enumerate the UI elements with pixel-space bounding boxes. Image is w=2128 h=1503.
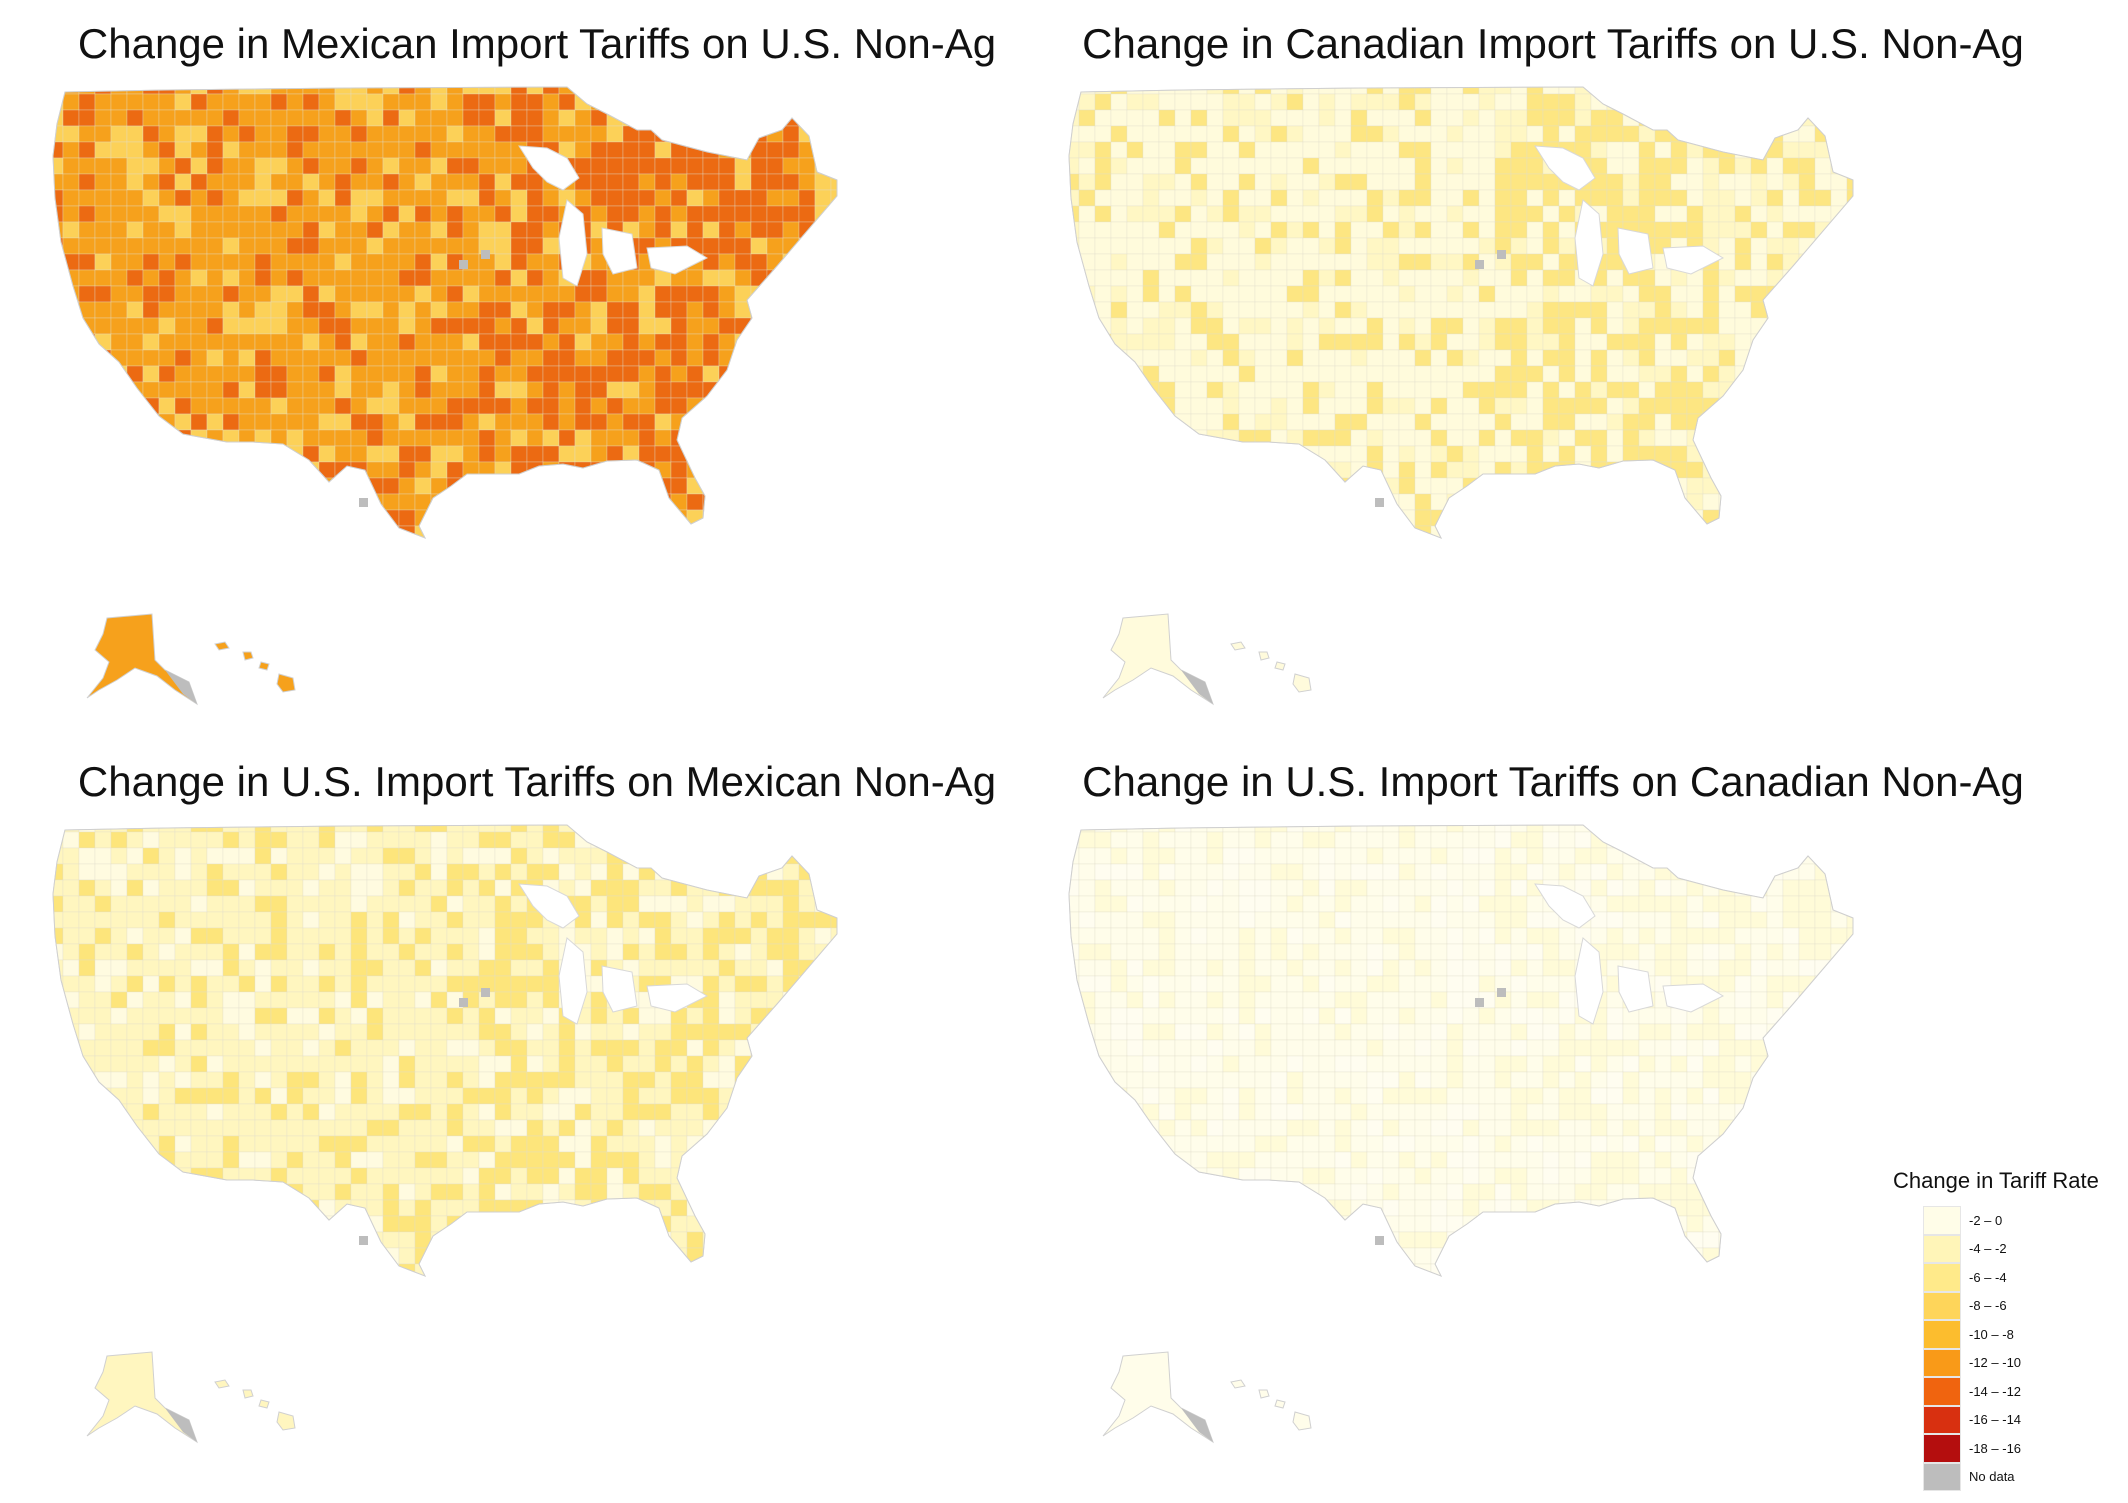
legend-item: -10 – -8 xyxy=(1923,1320,2021,1349)
map-panel-us-tariffs-canadian: Change in U.S. Import Tariffs on Canadia… xyxy=(1048,758,2058,1478)
legend-item: -14 – -12 xyxy=(1923,1377,2021,1406)
us-map-svg xyxy=(52,86,838,706)
no-data-county xyxy=(459,260,468,269)
panel-title: Change in Mexican Import Tariffs on U.S.… xyxy=(77,20,997,67)
legend-label: -18 – -16 xyxy=(1969,1440,2022,1456)
legend-item: -18 – -16 xyxy=(1923,1434,2021,1463)
no-data-county xyxy=(1475,998,1484,1007)
great-lakes xyxy=(1534,145,1725,287)
legend-swatch xyxy=(1923,1377,1961,1406)
legend-swatch xyxy=(1923,1291,1961,1320)
alaska-region xyxy=(86,613,198,706)
no-data-county xyxy=(1475,260,1484,269)
no-data-county xyxy=(1497,988,1506,997)
us-map-svg xyxy=(1068,86,1854,706)
great-lakes xyxy=(1534,883,1725,1025)
legend-swatch xyxy=(1923,1206,1961,1235)
county-texture xyxy=(53,825,837,1276)
us-map-svg xyxy=(52,824,838,1444)
no-data-county xyxy=(359,498,368,507)
map-panel-mexican-import-tariffs: Change in Mexican Import Tariffs on U.S.… xyxy=(32,20,1042,740)
us-county-map xyxy=(1063,816,2048,1456)
legend-label: -4 – -2 xyxy=(1969,1241,2007,1257)
legend-title: Change in Tariff Rate xyxy=(1893,1168,2099,1193)
hawaii-region xyxy=(1230,1379,1312,1431)
legend-label: -14 – -12 xyxy=(1969,1383,2022,1399)
legend-label: -16 – -14 xyxy=(1969,1412,2022,1428)
no-data-county xyxy=(359,1236,368,1245)
alaska-region xyxy=(1102,613,1214,706)
legend-swatch xyxy=(1923,1348,1961,1377)
no-data-county xyxy=(1375,498,1384,507)
county-texture xyxy=(1069,87,1853,538)
no-data-county xyxy=(459,998,468,1007)
map-panel-canadian-import-tariffs: Change in Canadian Import Tariffs on U.S… xyxy=(1048,20,2058,740)
map-panel-us-tariffs-mexican: Change in U.S. Import Tariffs on Mexican… xyxy=(32,758,1042,1478)
hawaii-region xyxy=(1230,641,1312,693)
alaska-no-data xyxy=(165,670,197,704)
panel-title: Change in Canadian Import Tariffs on U.S… xyxy=(1082,20,2024,67)
legend-item: -8 – -6 xyxy=(1923,1291,2021,1320)
us-county-map xyxy=(47,816,1032,1456)
panel-title: Change in U.S. Import Tariffs on Canadia… xyxy=(1082,758,2024,805)
legend-swatch xyxy=(1923,1320,1961,1349)
legend-label: -2 – 0 xyxy=(1969,1212,2003,1228)
county-texture xyxy=(53,87,837,538)
us-county-map xyxy=(47,78,1032,718)
no-data-county xyxy=(1375,1236,1384,1245)
hawaii-region xyxy=(214,641,296,693)
us-county-map xyxy=(1063,78,2048,718)
great-lakes xyxy=(518,883,709,1025)
panel-title: Change in U.S. Import Tariffs on Mexican… xyxy=(77,758,997,805)
legend-swatch xyxy=(1923,1434,1961,1463)
legend-item: -12 – -10 xyxy=(1923,1348,2022,1377)
alaska-no-data xyxy=(1181,670,1213,704)
legend-item: No data xyxy=(1923,1462,2021,1491)
legend-item: -6 – -4 xyxy=(1923,1263,2021,1292)
legend-swatch xyxy=(1923,1405,1961,1434)
legend-label: -8 – -6 xyxy=(1969,1298,2007,1314)
county-texture xyxy=(1069,825,1853,1276)
legend-label: -12 – -10 xyxy=(1969,1355,2022,1371)
map-legend: Change in Tariff Rate -2 – 0 -4 – -2 -6 … xyxy=(1893,1168,2123,1498)
alaska-no-data xyxy=(165,1408,197,1442)
no-data-county xyxy=(481,250,490,259)
legend-label: -6 – -4 xyxy=(1969,1269,2007,1285)
legend-swatch xyxy=(1923,1234,1961,1263)
legend-item: -16 – -14 xyxy=(1923,1405,2022,1434)
alaska-no-data xyxy=(1181,1408,1213,1442)
legend-swatch xyxy=(1923,1462,1961,1491)
legend-label: -10 – -8 xyxy=(1969,1326,2014,1342)
us-map-svg xyxy=(1068,824,1854,1444)
no-data-county xyxy=(1497,250,1506,259)
alaska-region xyxy=(1102,1351,1214,1444)
great-lakes xyxy=(518,145,709,287)
legend-item: -2 – 0 xyxy=(1923,1206,2021,1235)
no-data-county xyxy=(481,988,490,997)
legend-item: -4 – -2 xyxy=(1923,1234,2021,1263)
legend-label: No data xyxy=(1969,1469,2015,1485)
hawaii-region xyxy=(214,1379,296,1431)
legend-swatch xyxy=(1923,1263,1961,1292)
alaska-region xyxy=(86,1351,198,1444)
